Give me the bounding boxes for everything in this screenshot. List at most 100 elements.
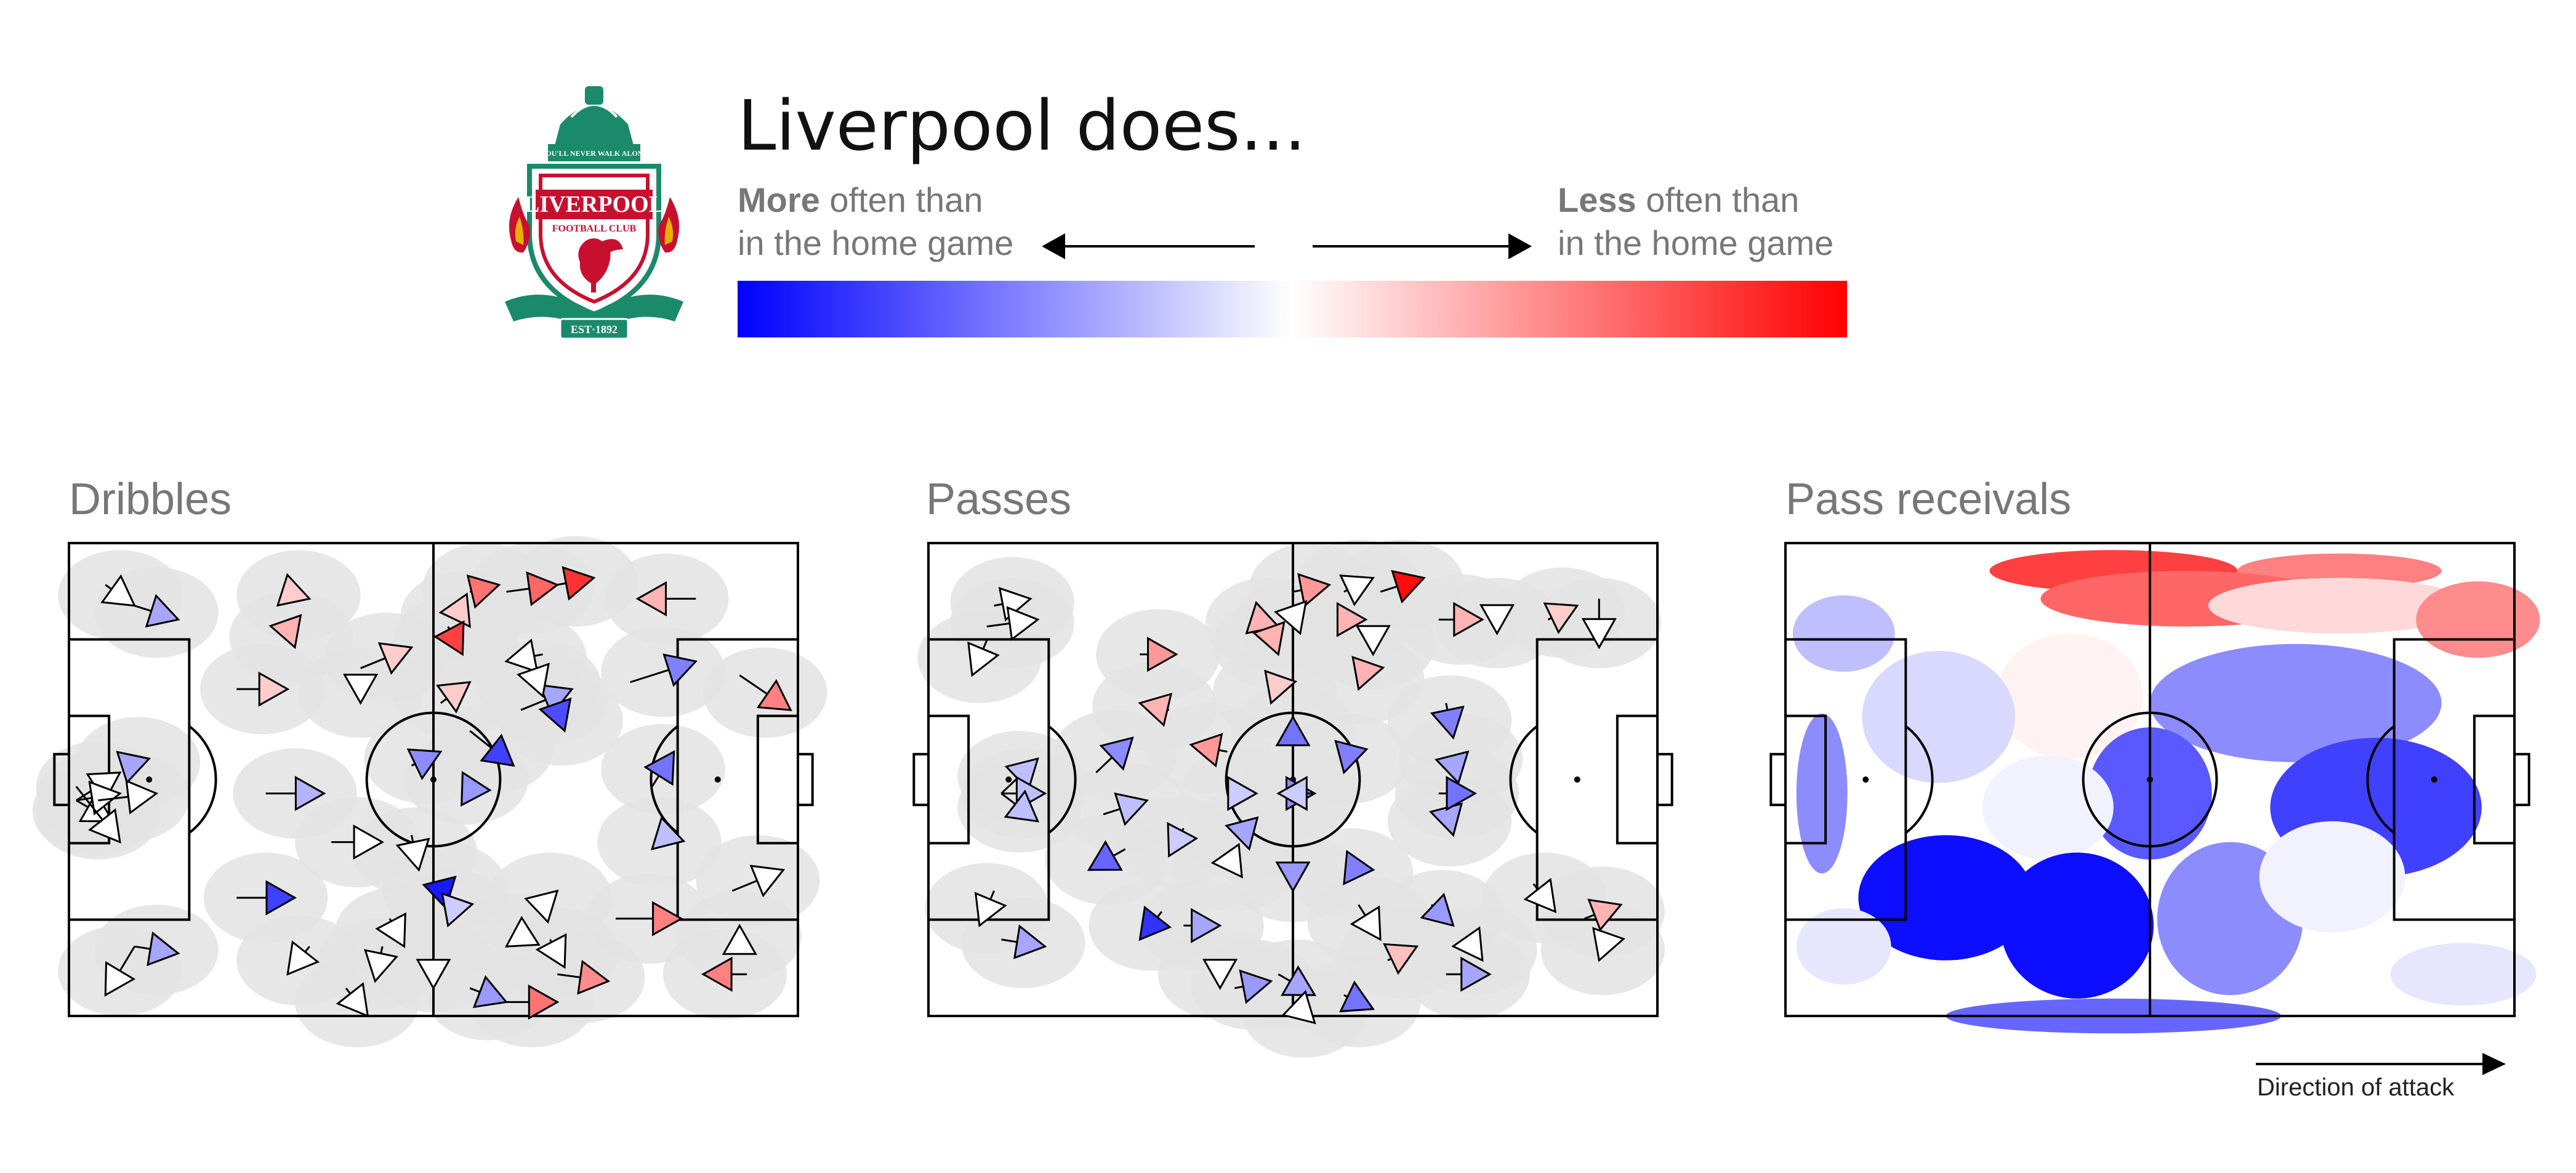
passes-arrow-line-5 [1000, 792, 1016, 805]
dribbles-arrowhead-29 [480, 733, 515, 767]
passes-arrowhead-13 [1147, 637, 1178, 672]
dribbles-arrowhead-12 [265, 880, 297, 916]
dribbles-arrowhead-50 [756, 679, 792, 711]
passes-arrowhead-41 [1383, 943, 1419, 975]
passes-arrowhead-46 [1446, 776, 1478, 812]
passes-arrowhead-10 [1087, 840, 1123, 871]
dribbles-arrowhead-18 [343, 674, 379, 705]
passes-right-penalty-spot [1574, 776, 1580, 783]
dribbles-arrow-line-51 [731, 879, 758, 892]
passes-arrow-line-21 [1234, 985, 1244, 990]
dribbles-arrow-line-1 [134, 605, 152, 612]
passes-arrow-line-40 [1358, 904, 1366, 916]
passes-right-goal [1656, 752, 1673, 807]
passes-arrowhead-19 [1210, 842, 1243, 879]
crest-gate-finial [585, 86, 603, 105]
legend-arrows [1042, 233, 1532, 259]
header: YOU'LL NEVER WALK ALONE LIVERPOOL FOOTBALL… [0, 0, 2576, 382]
dribbles-arrowhead-19 [377, 642, 414, 675]
dribbles-arrowhead-42 [504, 916, 541, 948]
dribbles-centre-spot [430, 776, 437, 783]
dribbles-pitch [32, 536, 827, 1047]
passes-arrowhead-29 [1275, 715, 1311, 746]
dribbles-arrowhead-25 [526, 571, 560, 607]
passes-arrowhead-26 [1276, 776, 1308, 812]
legend-less-line2: in the home game [1558, 224, 1834, 262]
passes-arrowhead-18 [1225, 816, 1259, 851]
dribbles-arrow-line-30 [440, 698, 448, 704]
direction-of-attack-arrow [2256, 1053, 2506, 1075]
passes-arrowhead-48 [1420, 892, 1455, 927]
passes-title: Passes [926, 475, 1072, 524]
passes-arrowhead-20 [1202, 959, 1238, 990]
passes-arrow-line-8 [1095, 756, 1113, 773]
passes-arrow-line-31 [1278, 973, 1291, 982]
passes-arrowhead-6 [974, 892, 1007, 928]
receivals-zone-3 [2208, 578, 2471, 634]
receivals-right-penalty-arc [2366, 725, 2395, 834]
dribbles-arrowhead-38 [538, 697, 572, 733]
dribbles-arrow-line-21 [380, 946, 384, 954]
dribbles-arrow-line-3 [76, 799, 89, 808]
passes-arrowhead-47 [1435, 750, 1470, 785]
dribbles-arrowhead-36 [528, 984, 560, 1020]
passes-arrowhead-8 [1099, 736, 1134, 771]
passes-arrowhead-24 [1264, 669, 1298, 705]
dribbles-arrow-line-50 [739, 674, 768, 695]
dribbles-arrow-line-17 [345, 987, 352, 994]
dribbles-arrow-line-9 [134, 945, 151, 950]
page-title: Liverpool does... [738, 86, 1306, 166]
receivals-zone-16 [1796, 908, 1891, 985]
passes-arrow-line-3 [1000, 777, 1018, 794]
dribbles-arrowhead-0 [100, 574, 137, 607]
passes-arrow-line-0 [994, 603, 1003, 607]
passes-arrowhead-50 [1460, 956, 1492, 992]
dribbles-arrowhead-53 [701, 956, 733, 992]
receivals-zone-8 [2150, 643, 2442, 762]
receivals-left-goal [1769, 752, 1787, 807]
passes-arrow-line-34 [1380, 585, 1398, 593]
crest-club-name: LIVERPOOL [524, 191, 664, 217]
passes-arrowhead-40 [1350, 905, 1382, 941]
passes-arrowhead-17 [1227, 776, 1258, 812]
dribbles-arrowhead-21 [364, 949, 399, 983]
dribbles-arrowhead-9 [147, 931, 180, 967]
dribbles-arrowhead-26 [561, 566, 596, 601]
passes-arrow-line-1 [986, 622, 1010, 628]
passes-arrow-line-6 [989, 890, 995, 900]
crest-club-subname: FOOTBALL CLUB [552, 224, 637, 234]
receivals-left-penalty-spot [1862, 776, 1869, 783]
crest-flame-left-core [515, 217, 524, 245]
legend-more-label: More often than in the home game [738, 179, 1013, 265]
passes-arrow-line-7 [1001, 938, 1018, 943]
crest-est-band [559, 318, 629, 340]
legend-more-bold: More [738, 180, 820, 219]
colorbar [738, 281, 1847, 337]
receivals-zone-13 [1858, 835, 2034, 961]
dribbles-arrow-line-22 [411, 835, 414, 843]
passes-arrowhead-23 [1252, 621, 1286, 656]
passes-arrowhead-42 [1339, 980, 1375, 1013]
passes-right-six-yard-box [1616, 714, 1659, 845]
legend-more-rest: often than [819, 180, 983, 219]
receivals-zone-4 [2416, 581, 2540, 658]
dribbles-arrowhead-14 [268, 614, 302, 650]
dribbles-arrowhead-8 [104, 961, 136, 997]
legend-left-arrowhead [1042, 233, 1065, 259]
dribbles-arrowhead-6 [116, 751, 151, 784]
passes-arrowhead-27 [1297, 573, 1332, 608]
dribbles-arrowhead-49 [635, 581, 667, 616]
passes-arrowhead-12 [1138, 692, 1173, 727]
passes-arrowhead-33 [1339, 574, 1375, 607]
dribbles-arrow-line-29 [469, 730, 493, 749]
dribbles-arrow-line-39 [534, 653, 543, 657]
passes-arrowhead-7 [1013, 924, 1047, 959]
receivals-left-penalty-arc [1905, 725, 1934, 834]
dribbles-arrowhead-10 [258, 671, 290, 707]
dribbles-arrowhead-46 [662, 653, 698, 687]
passes-arrow-line-44 [1445, 703, 1449, 711]
direction-of-attack-label: Direction of attack [2257, 1074, 2455, 1101]
direction-arrowhead [2482, 1053, 2506, 1075]
receivals-centre-spot [2147, 776, 2153, 783]
passes-arrowhead-39 [1343, 850, 1375, 885]
